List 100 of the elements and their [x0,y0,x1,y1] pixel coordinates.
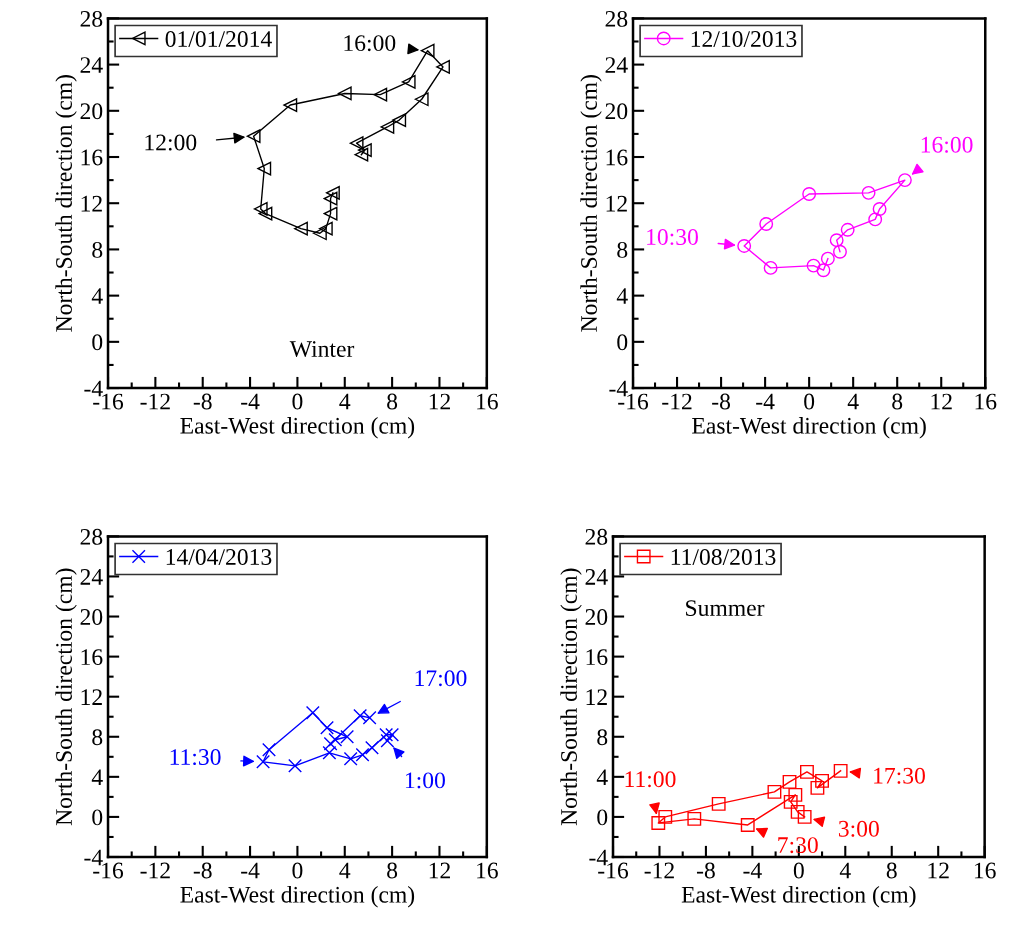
y-tick-label: 12 [81,195,102,212]
annotation: Summer [686,600,765,617]
point [897,173,912,188]
x-tick-label: -4 [241,862,260,879]
y-tick-label: 16 [606,149,628,166]
point [373,87,388,102]
point [802,187,817,201]
point [861,185,876,200]
point [362,710,377,725]
y-tick-label: 12 [81,689,102,705]
annotation: 16:00 [344,35,396,52]
annotation: 12:00 [145,134,197,151]
point [262,742,276,757]
legend-label: 11/08/2013 [671,549,776,565]
point [312,226,327,241]
x-tick-label: -12 [644,862,674,879]
y-tick-label: 20 [80,103,103,120]
point [806,258,821,273]
annotation: 1:00 [405,772,445,789]
x-tick-label: -8 [712,393,731,410]
y-tick-label: 24 [80,57,103,73]
legend-label: 12/10/2013 [691,31,797,47]
x-tick-label: 16 [975,393,997,410]
annotation: 7:30 [778,837,818,854]
annotation: 3:00 [838,820,879,837]
legend-label: 14/04/2013 [166,549,272,565]
point [305,705,320,720]
y-tick-label: 4 [596,769,608,786]
y-tick-label: 12 [606,195,627,212]
point [658,809,673,824]
point [436,59,450,74]
x-axis-title: East-West direction (cm) [692,417,926,439]
y-tick-label: 12 [586,689,607,705]
x-tick-label: -12 [140,862,170,879]
point [379,727,394,742]
y-tick-label: 24 [605,57,628,73]
x-tick-label: 8 [387,393,398,410]
point [810,780,825,795]
point [829,233,844,248]
point [357,143,372,158]
y-tick-label: 8 [597,729,608,746]
y-tick-label: 8 [617,241,628,258]
x-tick-label: 0 [793,862,804,879]
annotation: 17:30 [874,767,925,784]
point [257,161,272,176]
x-tick-label: 0 [804,393,815,410]
y-tick-label: 24 [80,569,103,585]
point [320,720,334,735]
point [414,92,429,107]
point [767,784,782,799]
x-tick-label: -4 [756,393,775,410]
y-tick-label: 0 [92,334,103,351]
point [354,147,369,162]
point [343,751,358,766]
x-tick-label: -12 [140,393,170,410]
point [790,804,805,819]
point [256,754,271,769]
y-tick-label: 20 [80,609,103,625]
x-tick-label: 8 [387,862,398,879]
point [740,817,755,832]
point [737,239,752,253]
point [325,185,340,200]
x-tick-label: 16 [974,862,996,879]
y-tick-label: 20 [585,609,608,625]
x-tick-label: 4 [839,862,851,879]
annotation: Winter [289,341,355,358]
point [711,796,726,811]
y-axis-title: North-South direction (cm) [580,75,602,332]
y-tick-label: 4 [91,769,103,786]
x-tick-label: -12 [662,393,692,410]
point [353,708,368,723]
x-tick-label: 4 [339,393,351,410]
point [365,740,379,755]
point [833,244,847,259]
point [318,221,333,236]
x-tick-label: -8 [193,393,212,410]
point [253,202,268,216]
point [283,98,298,112]
point [788,787,803,802]
point [816,263,831,278]
x-tick-label: 4 [339,862,351,879]
point [800,764,814,779]
x-tick-label: 16 [477,862,498,879]
point [868,212,883,227]
y-axis-title: North-South direction (cm) [55,568,77,826]
x-tick-label: 12 [928,862,949,879]
point [759,217,774,231]
y-axis-title: North-South direction (cm) [560,568,582,826]
annotation: 16:00 [921,136,973,153]
point [392,113,407,127]
y-tick-label: 24 [585,569,608,585]
point [246,129,261,144]
point [815,773,830,788]
point [355,747,370,762]
y-tick-label: 8 [92,241,103,258]
point [420,43,435,58]
point [840,222,855,237]
point [323,191,338,206]
point [349,136,364,151]
annotation: 11:30 [170,749,221,766]
